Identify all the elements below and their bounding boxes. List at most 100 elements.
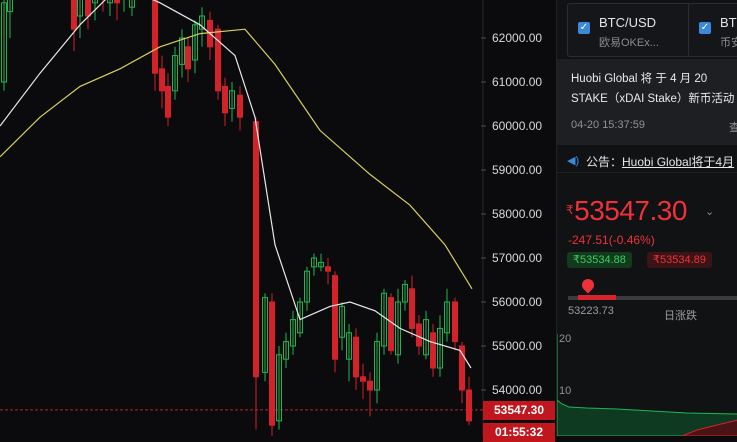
last-price-value: 53547.30	[574, 195, 687, 226]
card-symbol: BTC	[720, 15, 737, 30]
notice-prefix: 公告：	[586, 155, 623, 169]
candle-body	[339, 305, 345, 338]
candle-body	[7, 0, 13, 13]
candle-body	[1, 2, 7, 83]
candle-body	[374, 341, 380, 391]
current-price-tag: 53547.30	[483, 401, 555, 420]
candle-body	[444, 301, 450, 334]
candle-body	[199, 15, 205, 30]
market-card-btc-usd[interactable]: ✓ BTC/USD 欧易OKEx...	[567, 3, 693, 57]
candle-body	[416, 323, 422, 347]
candle-body	[159, 68, 165, 92]
news-line-2: STAKE（xDAI Stake）新币活动	[571, 93, 735, 105]
price-axis-label: 61000.00	[492, 75, 542, 89]
candlestick-chart[interactable]: 62000.00 61000.00 60000.00 59000.00 58000.00…	[0, 0, 555, 442]
candle-body	[107, 0, 113, 4]
depth-level-label: 10	[559, 385, 572, 397]
news-time: 04-20 15:37:59	[571, 119, 646, 131]
candle-body	[172, 55, 178, 92]
news-line-1: Huobi Global 将 于 4 月 20	[571, 73, 708, 85]
market-card-btc[interactable]: ✓ BTC 币安	[688, 3, 737, 57]
candle-body	[346, 332, 352, 360]
candle-body	[269, 301, 275, 426]
candle-body	[290, 319, 296, 347]
card-source: 欧易OKEx...	[599, 37, 659, 49]
countdown-tag: 01:55:32	[483, 423, 555, 442]
bid-price-badge: ₹53534.88	[567, 252, 632, 268]
notice-link[interactable]: Huobi Global将于4月	[622, 155, 735, 169]
ma-slow-line	[0, 28, 473, 290]
candle-body	[423, 319, 429, 356]
candle-body	[283, 341, 289, 360]
depth-chart-canvas	[557, 334, 737, 436]
daily-range-track	[568, 296, 737, 300]
candle-body	[276, 354, 282, 422]
candle-body	[237, 94, 243, 118]
candle-body	[71, 0, 77, 30]
candle-body	[185, 46, 191, 70]
currency-symbol: ₹	[566, 203, 574, 217]
range-marker-icon	[579, 276, 597, 294]
right-panel: ✓ BTC/USD 欧易OKEx... ✓ BTC 币安 Huobi Globa…	[556, 0, 737, 436]
candle-body	[114, 0, 120, 4]
news-more-link[interactable]: 查	[729, 119, 737, 135]
price-change: -247.51(-0.46%)	[568, 233, 655, 247]
candle-body	[332, 275, 338, 360]
candle-body	[360, 376, 366, 382]
depth-chart: 20 10	[557, 330, 737, 436]
candle-body	[77, 0, 83, 17]
announcement-bar[interactable]: ◀) 公告：Huobi Global将于4月	[557, 150, 737, 173]
candle-body	[353, 336, 359, 378]
card-source: 币安	[720, 37, 737, 49]
ask-price-badge: ₹53534.89	[647, 252, 712, 268]
candle-body	[192, 24, 198, 61]
chevron-down-icon[interactable]: ⌄	[705, 206, 715, 218]
candle-body	[129, 0, 135, 8]
depth-level-label: 20	[559, 333, 572, 345]
candle-body	[367, 380, 373, 391]
candle-body	[165, 85, 171, 118]
candle-body	[437, 327, 443, 369]
candle-body	[222, 85, 228, 114]
candle-body	[85, 0, 91, 17]
daily-range-fill	[578, 295, 616, 300]
candle-body	[92, 0, 98, 4]
candle-body	[318, 261, 324, 268]
candle-body	[311, 257, 317, 268]
price-axis-label: 57000.00	[492, 251, 542, 265]
candle-body	[262, 297, 268, 373]
last-price: ₹53547.30	[566, 195, 687, 227]
candle-body	[152, 0, 158, 74]
price-axis-label: 56000.00	[492, 295, 542, 309]
candle-body	[402, 283, 408, 303]
candle-body	[297, 301, 303, 334]
candle-body	[325, 266, 331, 272]
candle-body	[452, 301, 458, 343]
news-item[interactable]: Huobi Global 将 于 4 月 20 STAKE（xDAI Stake…	[557, 59, 737, 145]
candle-body	[253, 121, 259, 378]
speaker-icon: ◀)	[567, 155, 580, 167]
checkbox-checked-icon[interactable]: ✓	[578, 22, 590, 34]
price-axis-label: 62000.00	[492, 31, 542, 45]
ask-depth-area	[681, 419, 737, 436]
daily-low: 53223.73	[568, 305, 614, 317]
candle-body	[466, 389, 472, 422]
checkbox-checked-icon[interactable]: ✓	[699, 22, 711, 34]
price-axis-label: 55000.00	[492, 339, 542, 353]
ma-fast-line	[0, 0, 472, 369]
candle-body	[215, 28, 221, 92]
chart-canvas[interactable]: 62000.00 61000.00 60000.00 59000.00 58000.00…	[0, 0, 555, 436]
card-symbol: BTC/USD	[599, 15, 657, 30]
candle-body	[430, 332, 436, 369]
candle-body	[179, 37, 185, 65]
candle-body	[304, 270, 310, 303]
bid-depth-area	[557, 334, 737, 436]
candle-body	[459, 345, 465, 391]
daily-range-label: 日涨跌	[664, 310, 697, 322]
candle-body	[409, 288, 415, 329]
price-axis-label: 54000.00	[492, 383, 542, 397]
price-axis-label: 58000.00	[492, 207, 542, 221]
price-axis-label: 59000.00	[492, 163, 542, 177]
price-axis-label: 60000.00	[492, 119, 542, 133]
candle-body	[229, 90, 235, 109]
